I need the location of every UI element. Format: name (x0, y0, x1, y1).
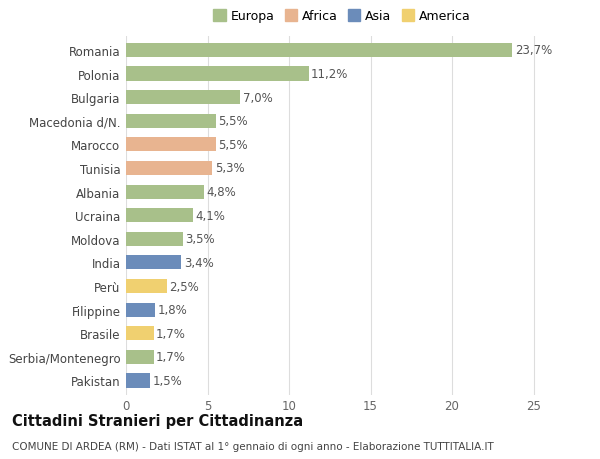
Text: 1,8%: 1,8% (158, 303, 188, 316)
Bar (126, 138, 215, 152)
Text: 5,3%: 5,3% (215, 162, 244, 175)
Bar (126, 114, 215, 129)
Bar (126, 374, 151, 388)
Bar (126, 185, 204, 199)
Bar (126, 232, 183, 246)
Bar (126, 67, 308, 81)
Bar (126, 280, 167, 293)
Text: 1,7%: 1,7% (156, 351, 186, 364)
Text: 3,5%: 3,5% (185, 233, 215, 246)
Text: 1,5%: 1,5% (153, 374, 182, 387)
Bar (126, 44, 512, 58)
Text: 5,5%: 5,5% (218, 139, 248, 151)
Bar (126, 350, 154, 364)
Bar (126, 326, 154, 341)
Text: 5,5%: 5,5% (218, 115, 248, 128)
Text: 3,4%: 3,4% (184, 257, 214, 269)
Bar (126, 162, 212, 176)
Text: 2,5%: 2,5% (169, 280, 199, 293)
Text: COMUNE DI ARDEA (RM) - Dati ISTAT al 1° gennaio di ogni anno - Elaborazione TUTT: COMUNE DI ARDEA (RM) - Dati ISTAT al 1° … (12, 441, 494, 451)
Bar (126, 209, 193, 223)
Text: 4,8%: 4,8% (206, 186, 236, 199)
Bar (126, 303, 155, 317)
Bar (126, 91, 240, 105)
Text: 11,2%: 11,2% (311, 68, 349, 81)
Text: Cittadini Stranieri per Cittadinanza: Cittadini Stranieri per Cittadinanza (12, 413, 303, 428)
Text: 23,7%: 23,7% (515, 45, 552, 57)
Bar (126, 256, 181, 270)
Text: 1,7%: 1,7% (156, 327, 186, 340)
Legend: Europa, Africa, Asia, America: Europa, Africa, Asia, America (213, 11, 471, 23)
Text: 4,1%: 4,1% (195, 209, 225, 222)
Text: 7,0%: 7,0% (242, 91, 272, 105)
